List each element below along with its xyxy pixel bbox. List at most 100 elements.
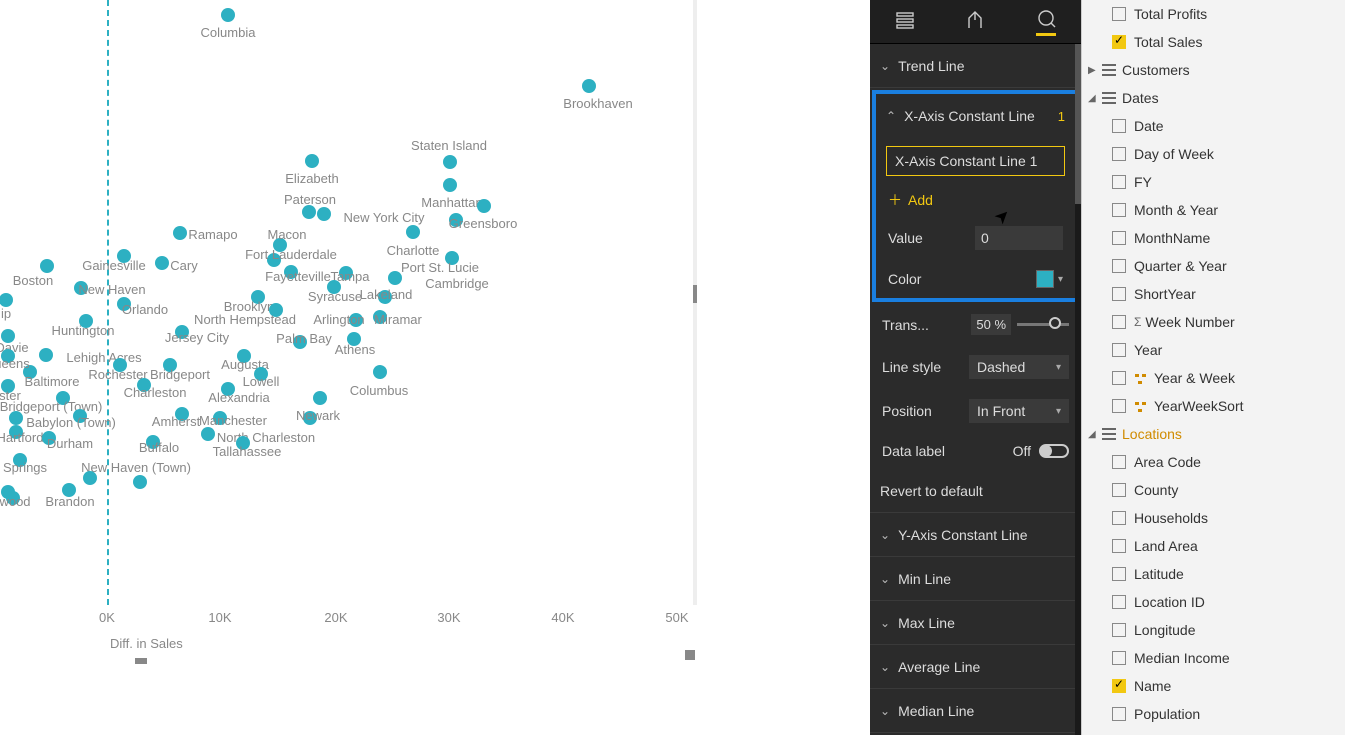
checkbox[interactable] [1112,623,1126,637]
checkbox[interactable] [1112,679,1126,693]
field-item[interactable]: Name [1082,672,1345,700]
field-item[interactable]: Median Income [1082,644,1345,672]
field-item[interactable]: Date [1082,112,1345,140]
format-pane-icon[interactable] [965,10,985,33]
field-item[interactable]: Latitude [1082,560,1345,588]
field-item[interactable]: Day of Week [1082,140,1345,168]
field-item[interactable]: YearWeekSort [1082,392,1345,420]
checkbox[interactable] [1112,203,1126,217]
checkbox[interactable] [1112,7,1126,21]
scatter-point[interactable] [9,411,23,425]
data-label-toggle[interactable] [1039,444,1069,458]
field-item[interactable]: FY [1082,168,1345,196]
scatter-point[interactable] [305,154,319,168]
color-swatch [1036,270,1054,288]
field-item[interactable]: Quarter & Year [1082,252,1345,280]
revert-to-default-button[interactable]: Revert to default [870,469,1081,513]
scatter-point[interactable] [39,348,53,362]
checkbox[interactable] [1112,231,1126,245]
transparency-slider[interactable] [1017,323,1069,326]
checkbox[interactable] [1112,595,1126,609]
scatter-point[interactable] [0,293,13,307]
checkbox[interactable] [1112,707,1126,721]
scatter-point[interactable] [406,225,420,239]
field-item[interactable]: Month & Year [1082,196,1345,224]
field-item[interactable]: Year & Week [1082,364,1345,392]
field-item[interactable]: ΣWeek Number [1082,308,1345,336]
scatter-point[interactable] [173,226,187,240]
field-item[interactable]: Year [1082,336,1345,364]
constant-line-name-input[interactable]: X-Axis Constant Line 1 [886,146,1065,176]
field-table[interactable]: ◢Dates [1082,84,1345,112]
add-label: Add [908,192,933,208]
scatter-point[interactable] [40,259,54,273]
section-min-line[interactable]: ⌄ Min Line [870,557,1081,601]
field-item[interactable]: County [1082,476,1345,504]
position-dropdown[interactable]: In Front ▾ [969,399,1069,423]
checkbox[interactable] [1112,371,1126,385]
checkbox[interactable] [1112,343,1126,357]
field-item[interactable]: Location ID [1082,588,1345,616]
scatter-point[interactable] [317,207,331,221]
field-item[interactable]: Total Sales [1082,28,1345,56]
section-y-axis-constant-line[interactable]: ⌄ Y-Axis Constant Line [870,513,1081,557]
section-median-line[interactable]: ⌄ Median Line [870,689,1081,733]
checkbox[interactable] [1112,455,1126,469]
checkbox[interactable] [1112,119,1126,133]
field-label: Day of Week [1134,146,1214,162]
scatter-point[interactable] [582,79,596,93]
field-item[interactable]: Area Code [1082,448,1345,476]
checkbox[interactable] [1112,259,1126,273]
chart-canvas[interactable]: ColumbiaBrookhavenStaten IslandElizabeth… [0,0,870,735]
field-item[interactable]: Population [1082,700,1345,728]
fields-pane-icon[interactable] [895,10,915,33]
field-item[interactable]: MonthName [1082,224,1345,252]
checkbox[interactable] [1112,567,1126,581]
scatter-point[interactable] [477,199,491,213]
scatter-point[interactable] [313,391,327,405]
point-label: Manchester [199,413,267,428]
add-constant-line-button[interactable]: ＋ Add [876,184,1075,216]
value-input[interactable] [975,226,1063,250]
checkbox[interactable] [1112,35,1126,49]
field-item[interactable]: Households [1082,504,1345,532]
section-average-line[interactable]: ⌄ Average Line [870,645,1081,689]
field-item[interactable]: Total Profits [1082,0,1345,28]
scatter-point[interactable] [443,155,457,169]
scatter-point[interactable] [201,427,215,441]
checkbox[interactable] [1112,651,1126,665]
scatter-point[interactable] [388,271,402,285]
checkbox[interactable] [1112,483,1126,497]
checkbox[interactable] [1112,399,1126,413]
scatter-point[interactable] [155,256,169,270]
h-scrollbar-thumb[interactable] [135,658,147,664]
v-scrollbar[interactable] [693,0,697,605]
section-x-axis-constant-line[interactable]: ⌃ X-Axis Constant Line 1 [876,94,1075,138]
resize-handle[interactable] [685,650,695,660]
field-table[interactable]: ▶Customers [1082,56,1345,84]
scatter-point[interactable] [133,475,147,489]
checkbox[interactable] [1112,175,1126,189]
checkbox[interactable] [1112,539,1126,553]
section-trend-line[interactable]: ⌄ Trend Line [870,44,1081,88]
field-item[interactable]: ShortYear [1082,280,1345,308]
field-table[interactable]: ◢Locations [1082,420,1345,448]
checkbox[interactable] [1112,315,1126,329]
point-label: Manhattan [421,195,482,210]
scatter-point[interactable] [302,205,316,219]
scatter-point[interactable] [83,471,97,485]
checkbox[interactable] [1112,147,1126,161]
field-item[interactable]: Longitude [1082,616,1345,644]
scatter-point[interactable] [443,178,457,192]
scatter-point[interactable] [221,8,235,22]
panel-scrollbar[interactable] [1075,44,1081,735]
checkbox[interactable] [1112,287,1126,301]
checkbox[interactable] [1112,511,1126,525]
color-picker[interactable]: ▾ [1036,270,1063,288]
line-style-value: Dashed [977,359,1025,375]
section-max-line[interactable]: ⌄ Max Line [870,601,1081,645]
field-item[interactable]: Land Area [1082,532,1345,560]
line-style-dropdown[interactable]: Dashed ▾ [969,355,1069,379]
scatter-point[interactable] [373,365,387,379]
analytics-pane-icon[interactable] [1036,8,1056,36]
